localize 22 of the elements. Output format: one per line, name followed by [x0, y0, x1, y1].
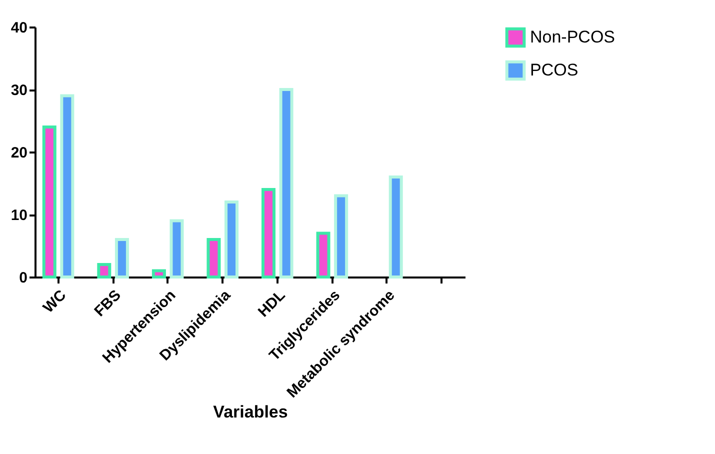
y-tick-label: 20	[10, 144, 28, 162]
x-axis-title: Variables	[213, 402, 288, 422]
bar	[97, 263, 112, 278]
legend-label: PCOS	[530, 60, 578, 80]
bar	[316, 232, 330, 278]
bar	[42, 126, 56, 278]
y-tick-label: 10	[10, 207, 28, 224]
y-tick-label: 0	[19, 270, 28, 286]
bar	[224, 200, 239, 278]
bar	[388, 176, 403, 278]
y-tick-label: 30	[10, 82, 28, 99]
legend-label: Non-PCOS	[530, 28, 616, 46]
bar	[114, 238, 129, 278]
x-tick-label: WC	[40, 286, 70, 316]
y-tick-label: 40	[10, 20, 28, 36]
bar	[152, 269, 166, 278]
bar	[170, 219, 184, 278]
bar	[279, 88, 294, 278]
bar	[261, 188, 276, 278]
bar	[206, 238, 221, 278]
bar	[60, 94, 74, 278]
bar	[334, 194, 348, 278]
